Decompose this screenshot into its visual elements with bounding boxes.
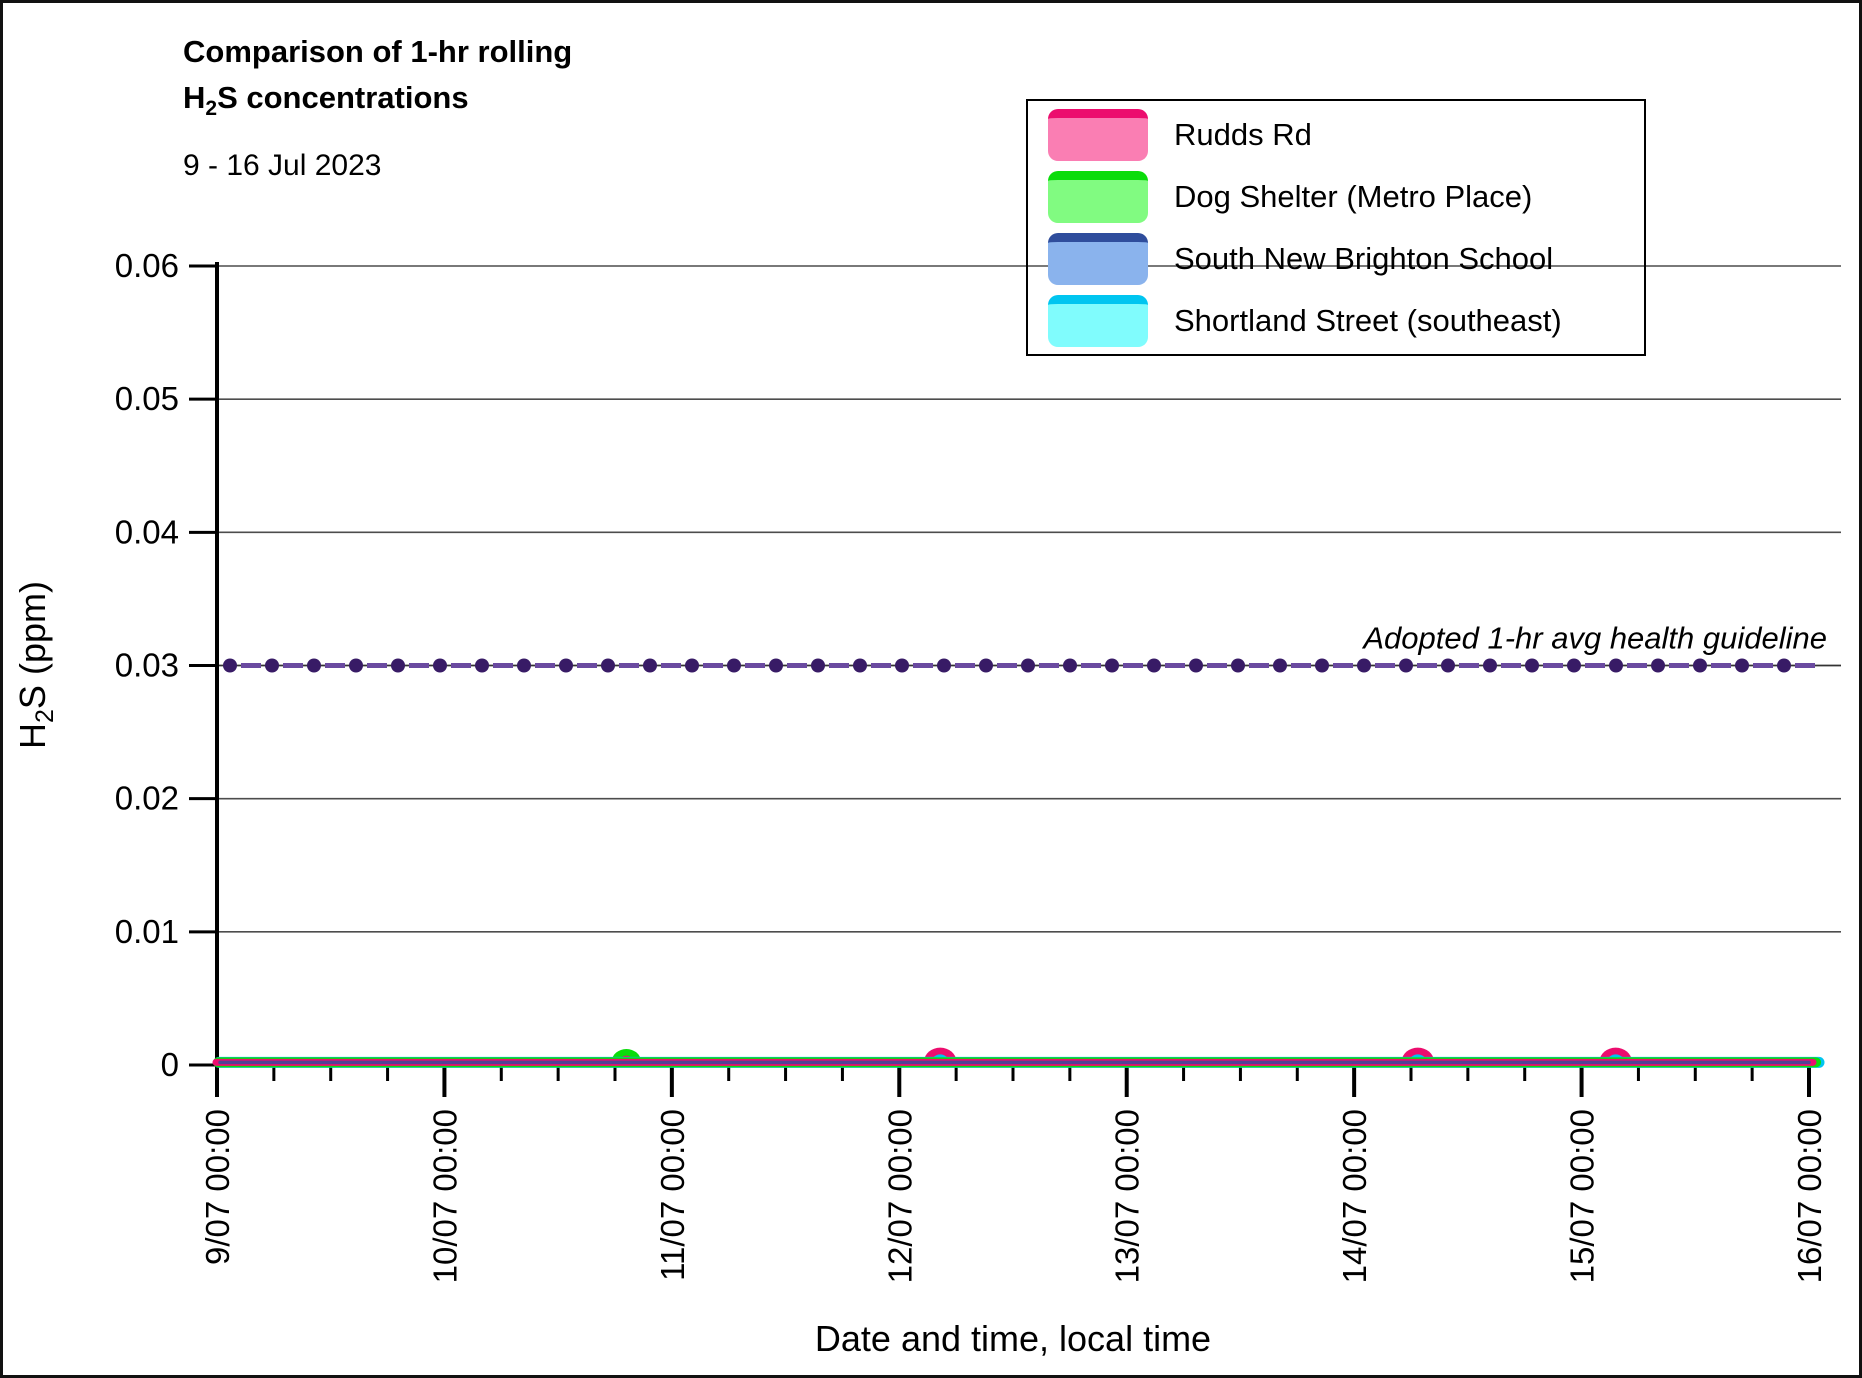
guideline-dot bbox=[727, 658, 741, 673]
y-tick-label: 0.05 bbox=[115, 380, 179, 417]
legend-item[interactable]: Dog Shelter (Metro Place) bbox=[1048, 170, 1644, 223]
x-tick-label: 10/07 00:00 bbox=[426, 1109, 463, 1283]
x-tick-label: 12/07 00:00 bbox=[881, 1109, 918, 1283]
chart-title-block: Comparison of 1-hr rolling H2S concentra… bbox=[183, 29, 572, 183]
plot-area: Adopted 1-hr avg health guideline 0 0.01 0.… bbox=[12, 247, 1841, 1359]
chart-title-line2: H2S concentrations bbox=[183, 80, 469, 121]
legend-item[interactable]: South New Brighton School bbox=[1048, 232, 1644, 285]
guideline-dot bbox=[1441, 658, 1455, 673]
guideline-dot bbox=[517, 658, 531, 673]
guideline-dot bbox=[349, 658, 363, 673]
y-tick-label: 0.06 bbox=[115, 247, 179, 284]
legend-item[interactable]: Rudds Rd bbox=[1048, 108, 1644, 161]
x-tick-label: 13/07 00:00 bbox=[1109, 1109, 1146, 1283]
guideline-dot bbox=[1735, 658, 1749, 673]
guideline-dot bbox=[433, 658, 447, 673]
guideline-dot bbox=[1357, 658, 1371, 673]
guideline-dot bbox=[391, 658, 405, 673]
guideline-dot bbox=[1147, 658, 1161, 673]
x-tick-label: 15/07 00:00 bbox=[1564, 1109, 1601, 1283]
chart-title-line1: Comparison of 1-hr rolling bbox=[183, 34, 573, 69]
guideline-dot bbox=[1399, 658, 1413, 673]
y-axis-title: H2S (ppm) bbox=[12, 581, 59, 749]
guideline-dot bbox=[1483, 658, 1497, 673]
guideline-dot bbox=[1273, 658, 1287, 673]
y-tick-label: 0.02 bbox=[115, 780, 179, 817]
y-tick-label: 0.03 bbox=[115, 647, 179, 684]
guideline-dot bbox=[811, 658, 825, 673]
y-tick-label: 0.01 bbox=[115, 913, 179, 950]
legend-swatch-icon bbox=[1048, 232, 1148, 285]
guideline-dot bbox=[1609, 658, 1623, 673]
x-axis-title: Date and time, local time bbox=[815, 1318, 1211, 1359]
legend-label: Rudds Rd bbox=[1174, 116, 1312, 152]
guideline-dot bbox=[853, 658, 867, 673]
guideline-dot bbox=[1105, 658, 1119, 673]
x-tick-label: 9/07 00:00 bbox=[199, 1109, 236, 1265]
guideline-annotation: Adopted 1-hr avg health guideline bbox=[1361, 621, 1827, 656]
y-tick-label: 0 bbox=[161, 1046, 179, 1083]
guideline-dot bbox=[559, 658, 573, 673]
guideline-dot bbox=[1777, 658, 1791, 673]
legend-swatch-icon bbox=[1048, 170, 1148, 223]
chart-subtitle: 9 - 16 Jul 2023 bbox=[183, 149, 382, 183]
guideline-dot bbox=[1189, 658, 1203, 673]
x-tick-label: 14/07 00:00 bbox=[1336, 1109, 1373, 1283]
guideline-dot bbox=[643, 658, 657, 673]
legend-swatch-icon bbox=[1048, 294, 1148, 347]
guideline-dot bbox=[223, 658, 237, 673]
x-tick-label: 11/07 00:00 bbox=[654, 1109, 691, 1281]
guideline-dot bbox=[1525, 658, 1539, 673]
guideline-dot bbox=[937, 658, 951, 673]
guideline-dot bbox=[1021, 658, 1035, 673]
guideline-dot bbox=[1231, 658, 1245, 673]
legend-swatch-icon bbox=[1048, 108, 1148, 161]
guideline-dot bbox=[1315, 658, 1329, 673]
guideline-dot bbox=[769, 658, 783, 673]
guideline-dot bbox=[1567, 658, 1581, 673]
guideline-dot bbox=[979, 658, 993, 673]
y-tick-label: 0.04 bbox=[115, 513, 179, 550]
legend-label: Dog Shelter (Metro Place) bbox=[1174, 178, 1533, 214]
guideline-dot bbox=[1063, 658, 1077, 673]
legend: Rudds Rd Dog Shelter (Metro Place) South N… bbox=[1026, 99, 1646, 356]
guideline-dot bbox=[265, 658, 279, 673]
guideline-dot bbox=[475, 658, 489, 673]
guideline-dot bbox=[1693, 658, 1707, 673]
guideline-dot bbox=[685, 658, 699, 673]
x-tick-label: 16/07 00:00 bbox=[1791, 1109, 1828, 1283]
legend-label: Shortland Street (southeast) bbox=[1174, 302, 1562, 338]
guideline-dot bbox=[895, 658, 909, 673]
guideline-dot bbox=[1651, 658, 1665, 673]
guideline-dot bbox=[307, 658, 321, 673]
guideline-dot bbox=[601, 658, 615, 673]
legend-item[interactable]: Shortland Street (southeast) bbox=[1048, 294, 1644, 347]
legend-label: South New Brighton School bbox=[1174, 240, 1554, 276]
